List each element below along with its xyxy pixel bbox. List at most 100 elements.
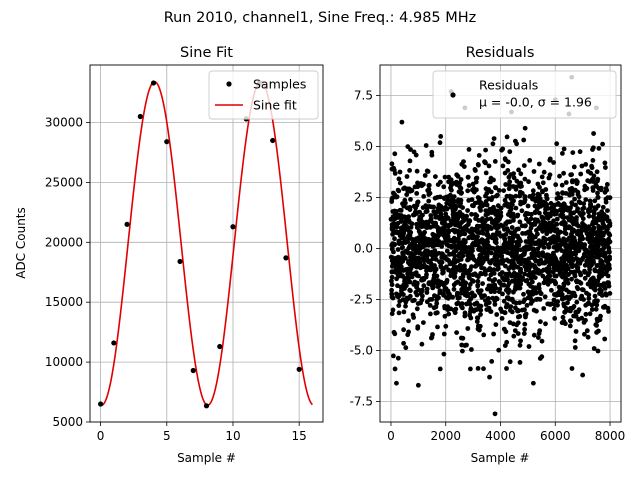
residual-point — [408, 147, 413, 152]
residual-point — [502, 240, 508, 246]
residual-outlier-point — [522, 125, 528, 131]
residual-point — [465, 208, 470, 213]
residual-point — [517, 342, 523, 348]
residual-point — [500, 163, 506, 169]
residual-point — [596, 250, 601, 256]
residual-point — [483, 271, 488, 277]
residual-point — [605, 305, 611, 311]
residual-point — [447, 252, 452, 257]
residual-point — [551, 244, 557, 250]
residual-point — [600, 141, 605, 147]
residual-point — [533, 290, 539, 296]
residual-point — [420, 244, 426, 250]
y-tick-label: 5.0 — [354, 140, 373, 154]
residual-point — [582, 331, 587, 337]
residual-point — [507, 235, 512, 241]
residual-point — [513, 205, 519, 211]
residual-point — [571, 221, 576, 227]
residual-point — [399, 215, 404, 221]
residual-point — [404, 223, 409, 229]
residual-point — [459, 335, 464, 341]
residual-point — [454, 258, 460, 264]
residual-point — [402, 197, 408, 203]
residual-point — [438, 134, 444, 139]
residual-point — [459, 240, 465, 246]
residual-point — [489, 359, 495, 364]
y-tick-label: -5.0 — [350, 344, 373, 358]
residual-point — [472, 200, 478, 206]
residual-point — [388, 254, 394, 260]
residual-point — [555, 266, 560, 272]
residual-point — [518, 338, 523, 344]
residual-point — [522, 327, 527, 332]
residual-point — [539, 214, 545, 220]
residual-point — [546, 244, 552, 250]
residual-point — [389, 161, 395, 167]
residual-point — [522, 297, 528, 302]
residual-point — [388, 216, 394, 222]
residual-point — [542, 226, 547, 232]
residual-point — [391, 353, 396, 359]
residuals-panel: Residuals 0 2000 4000 6000 8000-7.5-5.0-2.50… — [350, 45, 626, 465]
residual-point — [477, 245, 483, 251]
residual-point — [591, 145, 596, 151]
residual-point — [563, 180, 569, 185]
residual-point — [486, 224, 492, 230]
x-tick-label: 2000 — [430, 429, 461, 443]
residual-point — [522, 271, 527, 277]
residual-point — [493, 250, 499, 256]
y-tick-label: -2.5 — [350, 293, 373, 307]
residual-point — [551, 297, 557, 303]
residual-point — [486, 305, 492, 311]
residual-point — [477, 307, 483, 312]
residual-point — [404, 218, 410, 224]
residual-point — [409, 221, 415, 227]
residual-point — [398, 264, 404, 270]
residual-point — [493, 212, 499, 217]
residual-point — [536, 331, 542, 336]
residual-point — [407, 279, 413, 285]
residual-point — [506, 174, 512, 180]
residual-point — [400, 201, 405, 207]
residual-outlier-point — [399, 119, 405, 125]
residual-point — [436, 279, 442, 284]
y-tick-label: 0.0 — [354, 242, 373, 256]
residual-point — [557, 173, 562, 179]
residual-point — [565, 300, 570, 306]
residual-point — [561, 303, 567, 309]
residual-point — [414, 292, 420, 298]
residual-point — [583, 197, 589, 203]
residual-point — [498, 306, 503, 312]
residual-point — [482, 293, 487, 299]
residual-point — [591, 250, 597, 256]
y-tick-label: 20000 — [45, 235, 83, 249]
residual-point — [413, 283, 419, 288]
residual-point — [517, 219, 523, 225]
residual-point — [398, 225, 404, 231]
residual-point — [478, 288, 484, 293]
residual-point — [446, 311, 452, 317]
residual-point — [502, 310, 508, 316]
residual-point — [504, 339, 510, 345]
residual-point — [478, 208, 483, 213]
residual-point — [591, 208, 597, 214]
residual-point — [578, 272, 584, 278]
residual-point — [596, 186, 602, 191]
residual-point — [395, 355, 401, 361]
residual-point — [574, 285, 580, 290]
residual-point — [462, 310, 468, 316]
residual-point — [475, 227, 480, 233]
residual-point — [499, 316, 505, 321]
residual-point — [536, 161, 542, 167]
sample-point — [124, 221, 130, 227]
residual-point — [547, 172, 553, 178]
residual-point — [511, 175, 517, 181]
residual-point — [517, 193, 522, 199]
residual-point — [574, 299, 580, 305]
residuals-legend-box — [432, 70, 617, 119]
residual-point — [605, 208, 610, 214]
residual-point — [396, 273, 402, 279]
residual-point — [415, 301, 421, 306]
residual-point — [580, 287, 586, 293]
